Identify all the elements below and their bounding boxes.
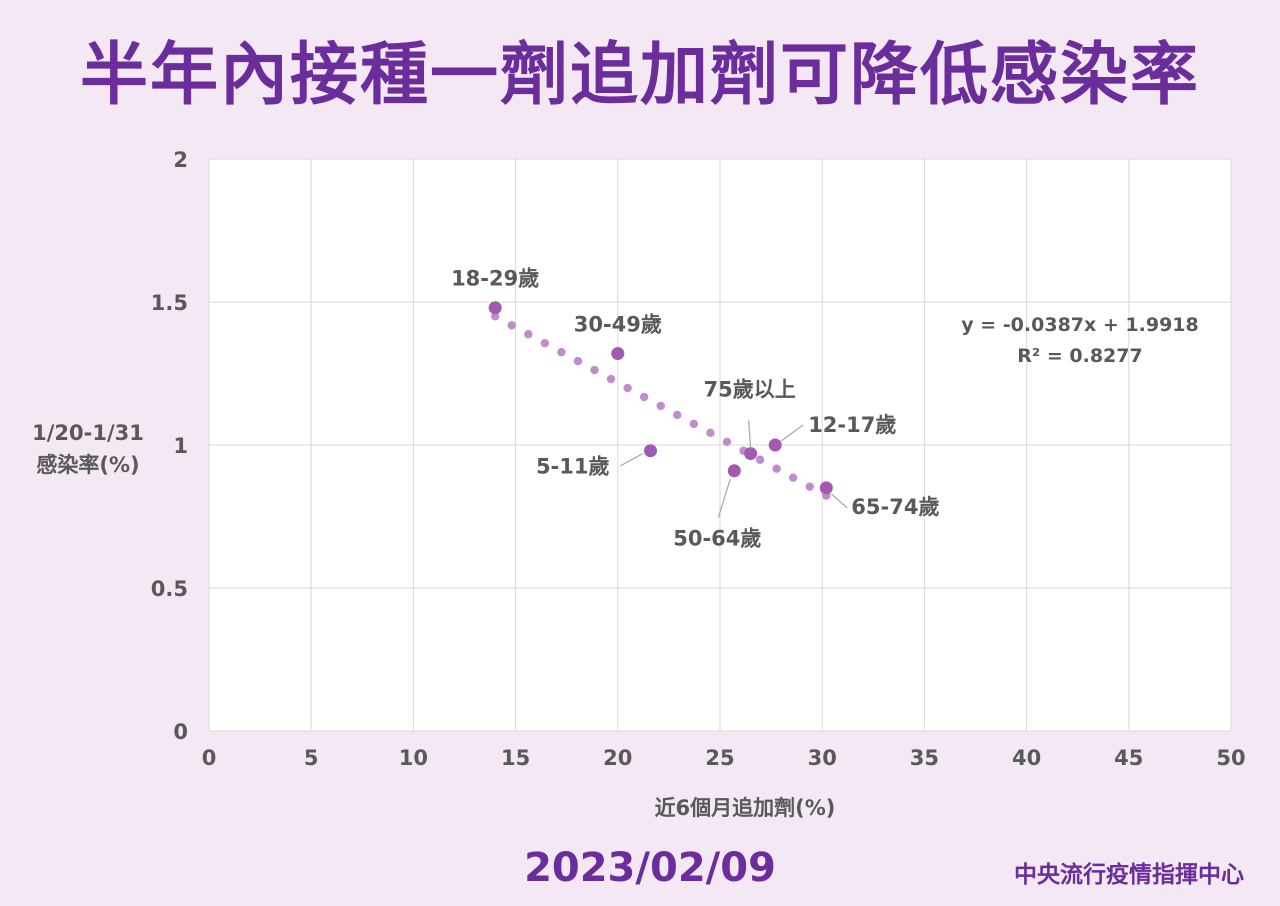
y-axis-title-line2: 感染率(%) — [36, 453, 139, 477]
y-axis-title-line1: 1/20-1/31 — [32, 421, 144, 445]
trendline-dot — [755, 455, 765, 464]
trendline-dot — [639, 392, 649, 402]
data-points — [488, 301, 833, 495]
x-tick-label: 5 — [304, 746, 319, 770]
trendline-dot — [557, 347, 566, 357]
trendline-dot — [689, 419, 699, 429]
trendline-dot — [524, 330, 533, 339]
y-tick-label: 1 — [173, 434, 188, 458]
trendline-dot — [606, 374, 616, 384]
trendline-dot — [673, 410, 682, 420]
label-leader-line — [620, 453, 643, 467]
data-label: 50-64歲 — [673, 527, 761, 551]
data-point — [644, 444, 658, 458]
trendline-dot — [706, 428, 715, 438]
label-leader-line — [830, 493, 848, 509]
chart-gridlines — [208, 158, 1232, 732]
label-leader-line — [780, 424, 804, 442]
x-axis-title: 近6個月追加劑(%) — [655, 796, 836, 820]
source-credit: 中央流行疫情指揮中心 — [1014, 862, 1244, 888]
x-tick-label: 20 — [603, 746, 632, 770]
x-tick-label: 0 — [202, 746, 217, 770]
data-point — [768, 438, 782, 452]
data-label: 75歲以上 — [704, 378, 796, 402]
trendline-dot — [590, 365, 599, 375]
label-leader-line — [748, 420, 752, 449]
trendline-r2: R² = 0.8277 — [1017, 345, 1142, 367]
trendline-dot — [623, 383, 632, 393]
y-tick-label: 0 — [173, 720, 188, 744]
chart-axes: 0 5 10 15 20 25 30 35 40 45 50 0 0.5 1 1.5 2 — [151, 148, 1246, 770]
data-label: 65-74歲 — [851, 495, 939, 519]
x-tick-label: 25 — [705, 746, 734, 770]
trendline-dot — [722, 437, 732, 447]
y-tick-label: 1.5 — [151, 291, 188, 315]
trendline-equation: y = -0.0387x + 1.9918 — [961, 314, 1198, 336]
data-point — [611, 346, 625, 360]
trendline-dot — [656, 401, 665, 411]
trendline — [490, 312, 831, 500]
x-tick-label: 35 — [910, 746, 939, 770]
trendline-dot — [788, 473, 798, 482]
x-tick-label: 30 — [808, 746, 837, 770]
page-title: 半年內接種一劑追加劑可降低感染率 — [79, 36, 1200, 115]
label-leader-line — [717, 478, 731, 518]
x-tick-label: 15 — [501, 746, 530, 770]
data-point — [744, 447, 758, 461]
y-tick-label: 2 — [173, 148, 188, 172]
report-date: 2023/02/09 — [524, 845, 776, 891]
y-tick-label: 0.5 — [151, 577, 188, 601]
x-tick-label: 40 — [1012, 746, 1041, 770]
trendline-dot — [507, 321, 516, 330]
data-point — [488, 301, 502, 315]
data-point — [819, 481, 833, 495]
data-point — [727, 464, 741, 478]
data-label: 30-49歲 — [574, 312, 662, 336]
x-tick-label: 45 — [1114, 746, 1143, 770]
trendline-dot — [490, 312, 500, 321]
data-label: 5-11歲 — [536, 455, 610, 479]
x-tick-label: 10 — [399, 746, 428, 770]
x-tick-label: 50 — [1216, 746, 1245, 770]
trendline-dot — [573, 356, 583, 366]
trendline-dot — [805, 482, 814, 491]
trendline-dot — [772, 464, 781, 473]
trendline-dot — [540, 338, 550, 348]
data-label: 12-17歲 — [808, 413, 896, 437]
data-labels: 18-29歲 30-49歲 5-11歲 50-64歲 75歲以上 12-17歲 65-74歲 — [451, 267, 939, 551]
data-label: 18-29歲 — [451, 267, 539, 291]
